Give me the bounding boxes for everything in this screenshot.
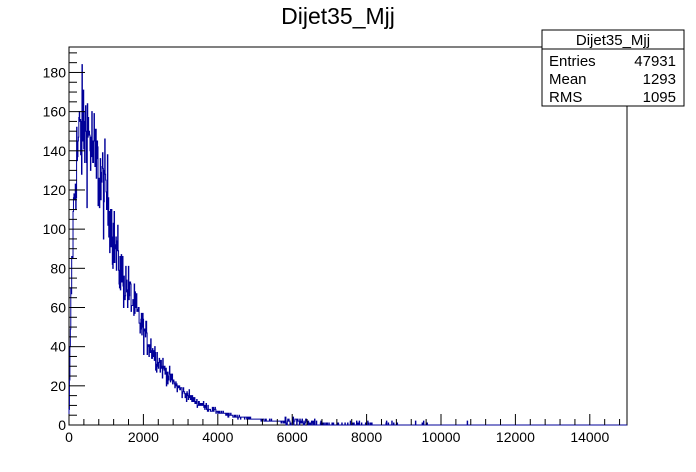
x-tick-label: 14000 <box>570 429 609 445</box>
stats-box-title: Dijet35_Mjj <box>576 32 650 49</box>
y-tick-label: 80 <box>50 260 66 276</box>
x-tick-label: 12000 <box>496 429 535 445</box>
stats-rms-label: RMS <box>549 89 582 106</box>
histogram-line <box>68 64 627 426</box>
chart-title: Dijet35_Mjj <box>281 3 395 29</box>
y-tick-label: 60 <box>50 299 66 315</box>
y-tick-label: 40 <box>50 339 66 355</box>
x-tick-label: 6000 <box>277 429 308 445</box>
x-tick-label: 8000 <box>351 429 382 445</box>
y-tick-label: 180 <box>43 64 67 80</box>
x-tick-label: 4000 <box>202 429 233 445</box>
x-tick-label: 0 <box>65 429 73 445</box>
x-tick-label: 10000 <box>422 429 461 445</box>
x-tick-label: 2000 <box>128 429 159 445</box>
stats-mean-label: Mean <box>549 71 587 88</box>
stats-box: Dijet35_Mjj Entries 47931 Mean 1293 RMS … <box>541 29 685 107</box>
y-tick-label: 0 <box>58 417 66 433</box>
stats-entries-value: 47931 <box>634 53 676 70</box>
y-tick-label: 160 <box>43 104 67 120</box>
stats-rms-value: 1095 <box>643 89 676 106</box>
y-axis: 0 20 40 60 80 100 120 140 160 180 <box>43 52 85 433</box>
y-tick-label: 140 <box>43 143 67 159</box>
stats-entries-label: Entries <box>549 53 596 70</box>
stats-mean-value: 1293 <box>643 71 676 88</box>
stats-box-frame <box>541 29 685 107</box>
y-tick-label: 100 <box>43 221 67 237</box>
y-tick-label: 20 <box>50 378 66 394</box>
histogram-series <box>68 64 627 426</box>
x-axis: 0 2000 4000 6000 8000 10000 12000 14000 <box>65 414 621 445</box>
y-tick-label: 120 <box>43 182 67 198</box>
